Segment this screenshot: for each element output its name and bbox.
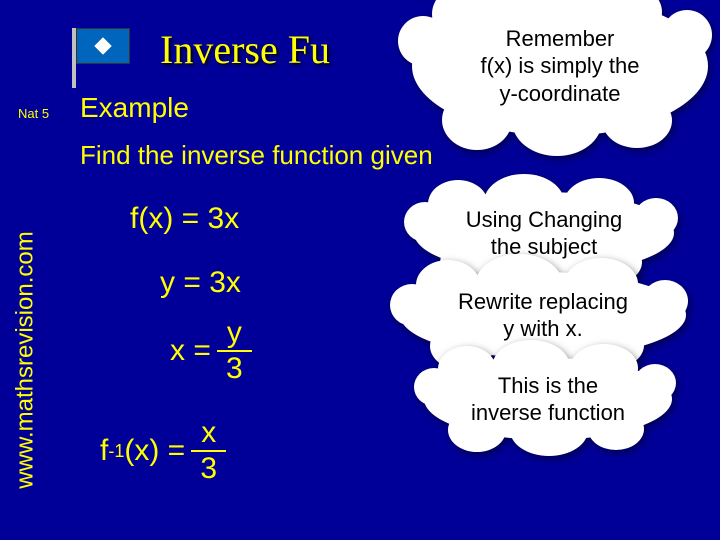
callout-inverse: This is the inverse function: [424, 358, 672, 440]
callout-m1-line2: the subject: [466, 233, 623, 261]
callout-remember-line3: y-coordinate: [481, 80, 640, 108]
eq3-numerator: y: [217, 318, 252, 352]
example-heading: Example: [80, 92, 189, 124]
equation-2: y = 3x: [160, 266, 241, 300]
equation-1: f(x) = 3x: [130, 202, 239, 236]
eq4-denominator: 3: [200, 452, 217, 484]
callout-m2-line1: Rewrite replacing: [458, 288, 628, 316]
website-url: www.mathsrevision.com: [12, 231, 40, 488]
callout-remember-line2: f(x) is simply the: [481, 52, 640, 80]
slide-title: Inverse Fu: [160, 26, 330, 73]
find-instruction: Find the inverse function given: [80, 140, 433, 171]
callout-m3-line1: This is the: [471, 372, 625, 400]
equation-4: f-1(x) = x 3: [100, 418, 226, 484]
sidebar: www.mathsrevision.com: [6, 200, 46, 520]
eq4-rest: (x) =: [124, 434, 185, 468]
eq3-lhs: x =: [170, 334, 211, 368]
eq4-numerator: x: [191, 418, 226, 452]
eq3-denominator: 3: [226, 352, 243, 384]
callout-remember: Remember f(x) is simply the y-coordinate: [412, 0, 708, 136]
scotland-flag-icon: [76, 28, 130, 64]
eq4-f: f: [100, 434, 108, 468]
eq3-fraction: y 3: [217, 318, 252, 384]
callout-m3-line2: inverse function: [471, 399, 625, 427]
level-label: Nat 5: [18, 106, 49, 121]
callout-remember-line1: Remember: [481, 25, 640, 53]
slide: Inverse Fu Nat 5 Example Find the invers…: [0, 0, 720, 540]
equation-3: x = y 3: [170, 318, 252, 384]
eq4-sup: -1: [108, 441, 124, 462]
callout-m1-line1: Using Changing: [466, 206, 623, 234]
eq4-fraction: x 3: [191, 418, 226, 484]
callout-m2-line2: y with x.: [458, 315, 628, 343]
